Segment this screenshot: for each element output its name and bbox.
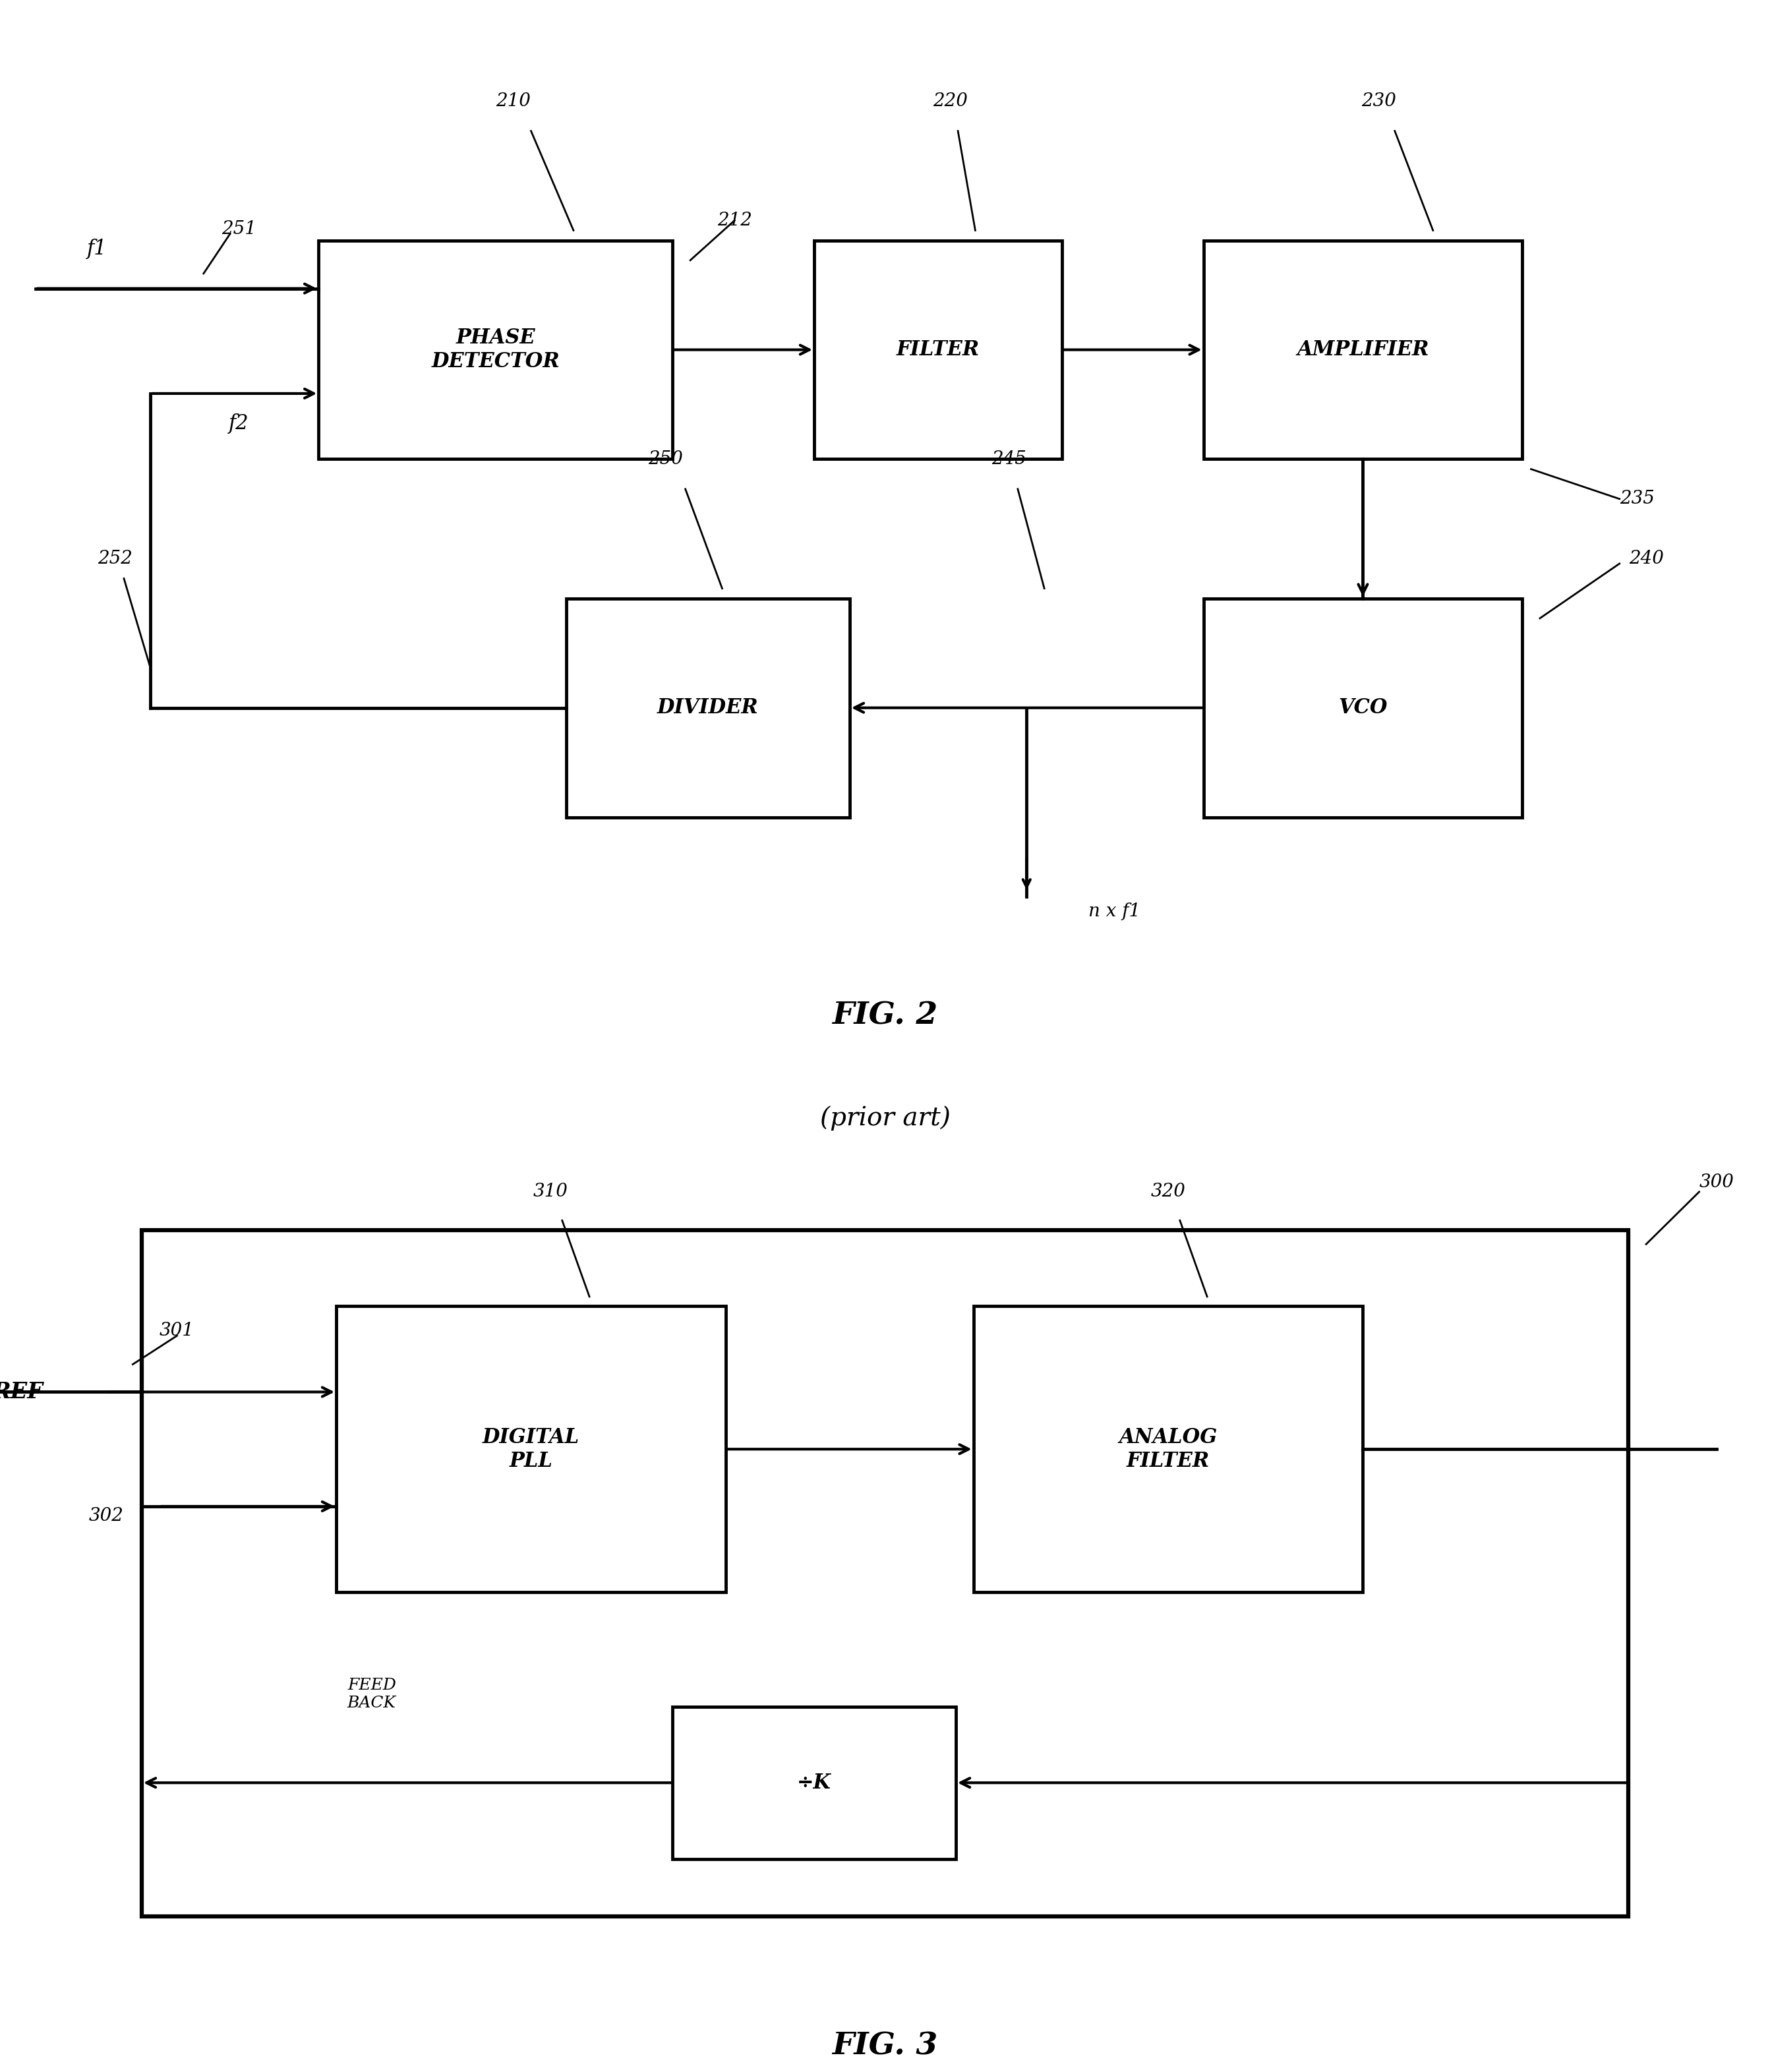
Text: DIVIDER: DIVIDER — [657, 698, 759, 719]
Text: 252: 252 — [97, 549, 133, 568]
Text: FIG. 2: FIG. 2 — [832, 1001, 938, 1032]
Bar — [142, 1231, 1628, 1917]
Bar — [1204, 240, 1522, 460]
Text: 230: 230 — [1361, 93, 1397, 110]
Text: 210: 210 — [496, 93, 531, 110]
Text: DIGITAL
PLL: DIGITAL PLL — [483, 1428, 579, 1471]
Bar — [974, 1305, 1363, 1591]
Text: f1: f1 — [87, 238, 108, 259]
Text: 301: 301 — [159, 1322, 195, 1341]
Bar — [336, 1305, 726, 1591]
Text: 302: 302 — [88, 1506, 124, 1525]
Text: 320: 320 — [1150, 1183, 1186, 1200]
Text: FILTER: FILTER — [896, 340, 981, 361]
Text: FIG. 3: FIG. 3 — [832, 2031, 938, 2062]
Text: VCO: VCO — [1338, 698, 1388, 719]
Text: n x f1: n x f1 — [1089, 903, 1140, 920]
Text: ÷K: ÷K — [796, 1772, 832, 1792]
Bar — [1204, 599, 1522, 816]
Bar — [566, 599, 850, 816]
Text: FEED
BACK: FEED BACK — [347, 1678, 396, 1711]
Text: 250: 250 — [648, 450, 683, 468]
Text: 235: 235 — [1620, 491, 1655, 508]
Text: 240: 240 — [1628, 549, 1664, 568]
Text: ANALOG
FILTER: ANALOG FILTER — [1119, 1428, 1218, 1471]
Bar — [319, 240, 673, 460]
Text: AMPLIFIER: AMPLIFIER — [1297, 340, 1428, 361]
Text: PHASE
DETECTOR: PHASE DETECTOR — [432, 327, 559, 371]
Text: REF: REF — [0, 1382, 42, 1403]
Text: 300: 300 — [1699, 1173, 1735, 1191]
Text: f2: f2 — [228, 412, 250, 433]
Bar — [814, 240, 1062, 460]
Text: 220: 220 — [933, 93, 968, 110]
Text: 310: 310 — [533, 1183, 568, 1200]
Text: 212: 212 — [717, 211, 752, 230]
Text: (prior art): (prior art) — [820, 1106, 950, 1131]
Text: 245: 245 — [991, 450, 1027, 468]
Text: 251: 251 — [221, 220, 257, 238]
Bar — [673, 1707, 956, 1859]
